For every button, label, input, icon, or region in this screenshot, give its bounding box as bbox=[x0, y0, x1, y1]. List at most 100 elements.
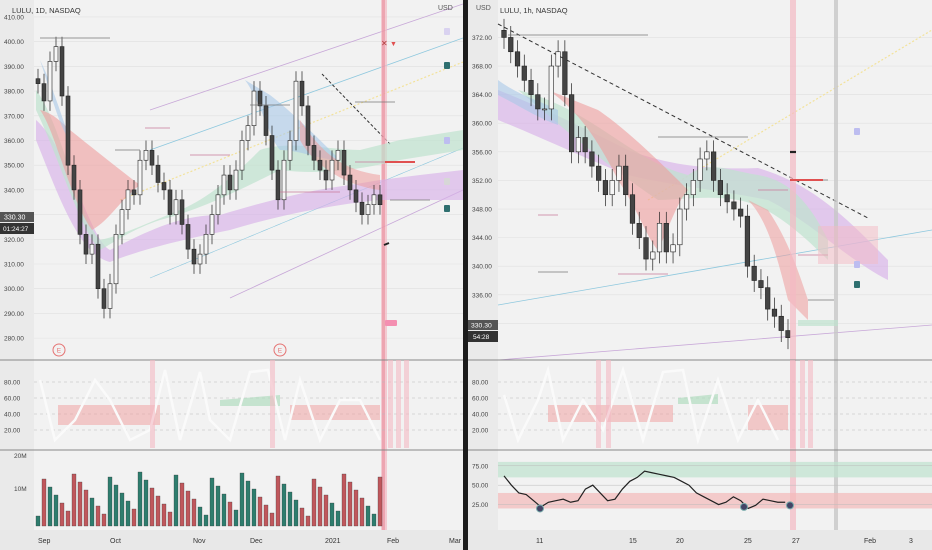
y-tick-label: 320.00 bbox=[4, 237, 24, 244]
gray-band bbox=[834, 0, 838, 550]
candle-body bbox=[77, 189, 83, 235]
candle-body bbox=[717, 180, 723, 196]
price-axis-background bbox=[0, 0, 34, 550]
hourly-chart-canvas[interactable]: 372.00368.00364.00360.00356.00352.00348.… bbox=[468, 0, 932, 550]
daily-chart-canvas[interactable]: 410.00 400.00 390.00 380.00 370.00 360.00 350.… bbox=[0, 0, 463, 550]
stoch-line bbox=[502, 365, 780, 445]
candle-body bbox=[785, 330, 791, 339]
volume-bar bbox=[95, 505, 101, 527]
candle-body bbox=[65, 95, 71, 166]
volume-bar bbox=[347, 481, 353, 527]
volume-bar bbox=[59, 502, 65, 527]
x-tick-label: Dec bbox=[250, 538, 263, 545]
pane-divider[interactable] bbox=[463, 0, 468, 550]
x-tick-label: Feb bbox=[387, 538, 399, 545]
candle-body bbox=[35, 78, 41, 84]
volume-bar bbox=[227, 501, 233, 527]
y-tick-label: 368.00 bbox=[472, 64, 492, 71]
candle-body bbox=[541, 108, 548, 111]
y-tick-label: 310.00 bbox=[4, 262, 24, 269]
candle-body bbox=[221, 174, 227, 196]
countdown-label: 54:28 bbox=[473, 334, 490, 341]
volume-bar bbox=[89, 497, 95, 527]
side-marker-icon bbox=[854, 261, 860, 268]
volume-bar bbox=[245, 480, 251, 527]
volume-bar bbox=[125, 500, 131, 527]
x-tick-label: Mar bbox=[449, 538, 462, 545]
candle-body bbox=[335, 150, 341, 161]
volume-bar bbox=[251, 488, 257, 527]
y-tick-label: 380.00 bbox=[4, 89, 24, 96]
arrow-marker: ▼ bbox=[390, 41, 397, 48]
rsi-tick-label: 50.00 bbox=[472, 483, 489, 490]
candle-body bbox=[275, 169, 281, 201]
volume-bar bbox=[173, 474, 179, 527]
candle-body bbox=[636, 223, 642, 238]
highlight-band-core bbox=[382, 0, 385, 550]
osc-highlight bbox=[404, 360, 409, 448]
candle-body bbox=[690, 180, 696, 196]
candle-body bbox=[209, 214, 215, 235]
volume-bar bbox=[197, 506, 203, 527]
earnings-marker-icon bbox=[273, 343, 287, 357]
y-tick-label: 300.00 bbox=[4, 286, 24, 293]
x-tick-label: Nov bbox=[193, 538, 206, 545]
candle-body bbox=[697, 158, 703, 181]
y-tick-label: 360.00 bbox=[472, 121, 492, 128]
volume-bar bbox=[287, 491, 293, 527]
candle-body bbox=[521, 65, 527, 81]
price-label-bg bbox=[0, 212, 34, 222]
channel-line-mid bbox=[149, 37, 463, 151]
volume-bar bbox=[233, 509, 239, 527]
candle-body bbox=[233, 169, 239, 191]
price-axis-background bbox=[468, 0, 498, 550]
stoch-line bbox=[38, 368, 382, 444]
price-label-bg bbox=[468, 320, 498, 330]
volume-bar bbox=[353, 489, 359, 527]
osc-tick-label: 60.00 bbox=[4, 396, 21, 403]
earnings-marker-label: E bbox=[278, 348, 283, 355]
candle-body bbox=[137, 159, 143, 196]
y-tick-label: 360.00 bbox=[4, 138, 24, 145]
volume-bar bbox=[41, 478, 47, 527]
candle-body bbox=[535, 94, 541, 110]
candle-body bbox=[119, 209, 125, 235]
rsi-oversold-zone bbox=[498, 492, 932, 509]
ema-ribbon-green bbox=[36, 90, 463, 250]
x-tick-label: 11 bbox=[536, 538, 543, 545]
candle-body bbox=[131, 189, 137, 196]
volume-bar bbox=[275, 475, 281, 527]
chart-pane-daily[interactable]: USD LULU, 1D, NASDAQ 410.00 400.00 390.00 3… bbox=[0, 0, 463, 550]
candle-body bbox=[245, 125, 251, 141]
volume-bar bbox=[167, 511, 173, 527]
chart-title: LULU, 1h, NASDAQ bbox=[500, 6, 568, 15]
volume-bar bbox=[209, 477, 215, 527]
rsi-signal-marker bbox=[536, 504, 544, 513]
candle-body bbox=[59, 46, 65, 97]
candle-body bbox=[239, 140, 245, 171]
candle-body bbox=[341, 150, 347, 176]
currency-label: USD bbox=[438, 5, 453, 12]
candle-body bbox=[582, 137, 588, 153]
osc-highlight bbox=[808, 360, 813, 448]
chart-pane-hourly[interactable]: USD LULU, 1h, NASDAQ 372.00 368.00 364.00 3… bbox=[468, 0, 932, 550]
candle-body bbox=[203, 234, 209, 255]
candle-body bbox=[161, 182, 167, 191]
candle-body bbox=[101, 288, 107, 309]
osc-tick-label: 80.00 bbox=[472, 380, 489, 387]
osc-area-green bbox=[678, 394, 718, 404]
x-tick-label: Feb bbox=[864, 538, 876, 545]
current-price-label: 330.30 bbox=[4, 215, 26, 222]
ema-ribbon-red-2 bbox=[300, 120, 380, 190]
y-tick-label: 352.00 bbox=[472, 178, 492, 185]
osc-highlight bbox=[800, 360, 805, 448]
y-tick-label: 344.00 bbox=[472, 235, 492, 242]
alert-tag bbox=[385, 320, 397, 326]
y-tick-label: 400.00 bbox=[4, 39, 24, 46]
y-tick-label: 356.00 bbox=[472, 149, 492, 156]
y-tick-label: 410.00 bbox=[4, 14, 24, 21]
y-tick-label: 390.00 bbox=[4, 64, 24, 71]
volume-bar bbox=[359, 497, 365, 527]
volume-bar bbox=[161, 503, 167, 527]
volume-bar bbox=[215, 485, 221, 527]
